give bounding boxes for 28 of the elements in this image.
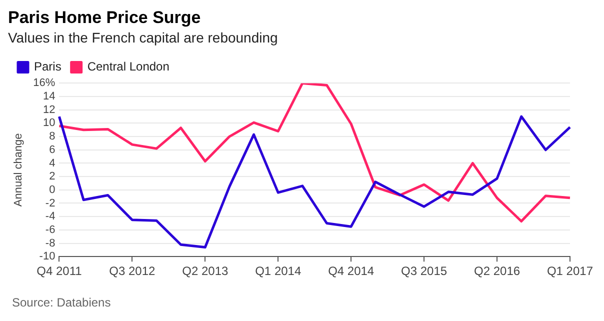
legend-label: Paris (34, 60, 62, 74)
x-tick-label: Q3 2015 (401, 264, 448, 278)
y-tick-label: -4 (45, 210, 56, 223)
y-tick-label: 2 (49, 170, 56, 183)
y-tick-label: -6 (45, 224, 56, 236)
source-note: Source: Databiens (12, 295, 111, 310)
x-tick-label: Q1 2017 (546, 264, 594, 278)
x-tick-label: Q4 2014 (328, 264, 374, 278)
x-tick-label: Q3 2012 (109, 264, 156, 278)
y-tick-label: 16% (33, 77, 56, 90)
y-tick-label: 10 (42, 117, 56, 130)
y-tick-label: -10 (39, 250, 56, 263)
y-tick-label: 14 (42, 90, 56, 103)
x-tick-label: Q1 2014 (255, 264, 302, 278)
chart-title: Paris Home Price Surge (8, 8, 201, 27)
chart-subtitle: Values in the French capital are rebounding (8, 30, 278, 46)
x-tick-label: Q2 2016 (474, 264, 520, 278)
y-axis-title: Annual change (12, 133, 25, 207)
y-tick-label: 12 (42, 104, 56, 116)
y-tick-label: -8 (45, 237, 56, 250)
y-tick-label: 8 (49, 130, 56, 143)
legend-label: Central London (87, 60, 170, 74)
y-tick-label: -2 (45, 197, 56, 210)
y-tick-label: 4 (49, 157, 56, 170)
x-tick-label: Q4 2011 (36, 264, 82, 278)
x-tick-label: Q2 2013 (182, 264, 228, 278)
y-tick-label: 6 (49, 144, 56, 156)
y-tick-label: 0 (49, 184, 56, 196)
